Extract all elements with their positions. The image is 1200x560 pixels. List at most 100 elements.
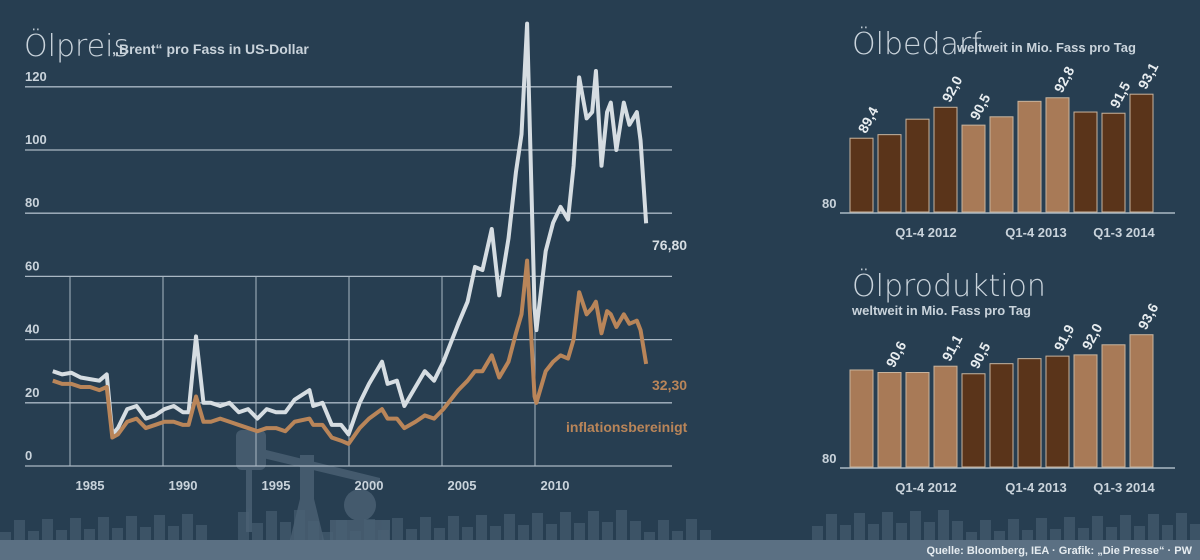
bar xyxy=(1017,100,1042,213)
category-label: Q1-4 2012 xyxy=(895,225,956,240)
building xyxy=(826,514,837,540)
building xyxy=(812,526,823,540)
building xyxy=(266,511,277,540)
bar xyxy=(905,372,930,468)
category-label: Q1-3 2014 xyxy=(1093,480,1155,495)
production-subtitle: weltweit in Mio. Fass pro Tag xyxy=(851,303,1031,318)
building xyxy=(1050,529,1061,540)
bar xyxy=(849,369,874,468)
building xyxy=(686,519,697,540)
bar-value-label: 90,5 xyxy=(967,339,994,371)
skyline-decoration xyxy=(0,510,1200,540)
y-tick-label: 60 xyxy=(25,258,39,273)
bar xyxy=(1101,112,1126,213)
y-tick-label: 20 xyxy=(25,385,39,400)
bar xyxy=(1101,344,1126,468)
x-tick-label: 1995 xyxy=(262,478,291,493)
building xyxy=(126,516,137,540)
building xyxy=(280,522,291,540)
footer-band xyxy=(0,540,1200,560)
building xyxy=(840,525,851,540)
building xyxy=(84,529,95,540)
building xyxy=(140,527,151,540)
category-label: Q1-4 2012 xyxy=(895,480,956,495)
demand-subtitle: weltweit in Mio. Fass pro Tag xyxy=(956,40,1136,55)
building xyxy=(1134,526,1145,540)
bar xyxy=(989,116,1014,213)
building xyxy=(98,517,109,540)
building xyxy=(252,523,263,540)
end-label-nominal: 76,80 xyxy=(652,237,687,253)
building xyxy=(462,527,473,540)
source-note: Quelle: Bloomberg, IEA · Grafik: „Die Pr… xyxy=(927,545,1193,557)
building xyxy=(154,515,165,540)
production-title: Ölproduktion xyxy=(852,268,1046,304)
end-label-real: 32,30 xyxy=(652,377,687,393)
building xyxy=(420,517,431,540)
y-tick-label: 40 xyxy=(25,322,39,337)
bar xyxy=(1129,334,1154,468)
building xyxy=(490,526,501,540)
building xyxy=(406,529,417,540)
building xyxy=(70,518,81,540)
bar xyxy=(849,137,874,213)
y-tick-label: 120 xyxy=(25,69,47,84)
building xyxy=(1022,530,1033,540)
x-tick-label: 2010 xyxy=(541,478,570,493)
bar xyxy=(877,372,902,468)
y-tick-label: 100 xyxy=(25,132,47,147)
building xyxy=(238,512,249,540)
bar xyxy=(905,118,930,213)
building xyxy=(448,516,459,540)
x-tick-label: 1985 xyxy=(76,478,105,493)
building xyxy=(476,515,487,540)
bar xyxy=(961,124,986,213)
legend-inflation-adjusted: inflationsbereinigt xyxy=(566,419,688,435)
bar-value-label: 92,0 xyxy=(939,73,966,105)
x-tick-label: 2005 xyxy=(448,478,477,493)
building xyxy=(1106,527,1117,540)
x-tick-label: 2000 xyxy=(355,478,384,493)
building xyxy=(1036,518,1047,540)
bar-value-label: 93,6 xyxy=(1135,300,1162,332)
building xyxy=(980,520,991,540)
building xyxy=(196,525,207,540)
building xyxy=(924,522,935,540)
building xyxy=(112,528,123,540)
building xyxy=(504,514,515,540)
series-line-real xyxy=(52,258,649,446)
building xyxy=(518,525,529,540)
building xyxy=(1148,514,1159,540)
building xyxy=(546,524,557,540)
building xyxy=(560,512,571,540)
building xyxy=(658,520,669,540)
bar-value-label: 92,8 xyxy=(1051,63,1078,95)
category-label: Q1-3 2014 xyxy=(1093,225,1155,240)
building xyxy=(392,518,403,540)
building xyxy=(854,513,865,540)
building xyxy=(42,519,53,540)
building xyxy=(910,511,921,540)
main-title: Ölpreis xyxy=(24,28,129,64)
bar xyxy=(989,363,1014,468)
building xyxy=(14,520,25,540)
category-label: Q1-4 2013 xyxy=(1005,225,1066,240)
bar-value-label: 91,5 xyxy=(1107,79,1134,111)
bar-value-label: 90,6 xyxy=(883,338,910,370)
building xyxy=(1162,525,1173,540)
building xyxy=(644,532,655,540)
bar-value-label: 90,5 xyxy=(967,91,994,123)
building xyxy=(532,513,543,540)
building xyxy=(952,521,963,540)
building xyxy=(1008,519,1019,540)
building xyxy=(966,532,977,540)
bar xyxy=(1045,97,1070,213)
building xyxy=(0,532,11,540)
building xyxy=(602,522,613,540)
building xyxy=(896,523,907,540)
building xyxy=(994,531,1005,540)
building xyxy=(28,531,39,540)
building xyxy=(630,521,641,540)
building xyxy=(168,526,179,540)
